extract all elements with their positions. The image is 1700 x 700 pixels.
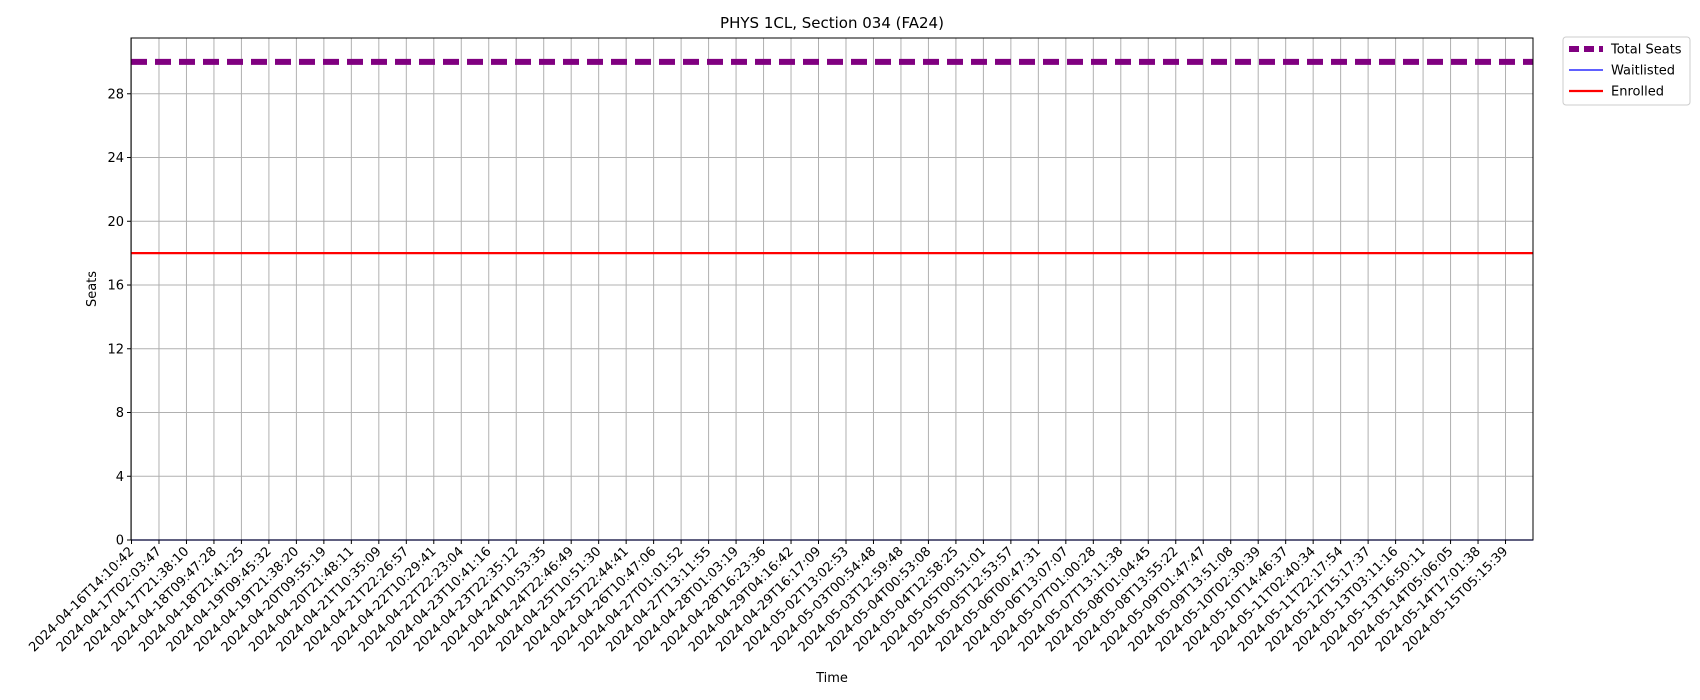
y-tick-label: 12	[107, 342, 124, 357]
legend-label: Waitlisted	[1611, 64, 1675, 79]
y-axis-ticks: 0 4 8 12 16 20 24 28	[107, 87, 131, 549]
y-tick-label: 8	[116, 406, 124, 421]
series-lines	[131, 58, 1533, 541]
legend-label: Total Seats	[1610, 43, 1682, 58]
y-tick-label: 4	[116, 470, 124, 485]
y-axis-label: Seats	[85, 271, 100, 307]
x-axis-label: Time	[815, 671, 848, 686]
legend-label: Enrolled	[1611, 85, 1664, 100]
x-axis-ticks: 2024-04-16T14:10:422024-04-17T02:03:4720…	[26, 540, 1511, 655]
grid	[131, 38, 1533, 541]
y-tick-label: 28	[107, 87, 124, 102]
legend-frame	[1562, 36, 1691, 106]
y-tick-label: 20	[107, 215, 124, 230]
y-tick-label: 16	[107, 279, 124, 294]
y-tick-label: 0	[116, 534, 124, 549]
legend: Total Seats Waitlisted Enrolled	[1562, 36, 1691, 106]
plot-frame	[130, 37, 1534, 541]
chart-title: PHYS 1CL, Section 034 (FA24)	[720, 14, 944, 32]
y-tick-label: 24	[107, 151, 124, 166]
